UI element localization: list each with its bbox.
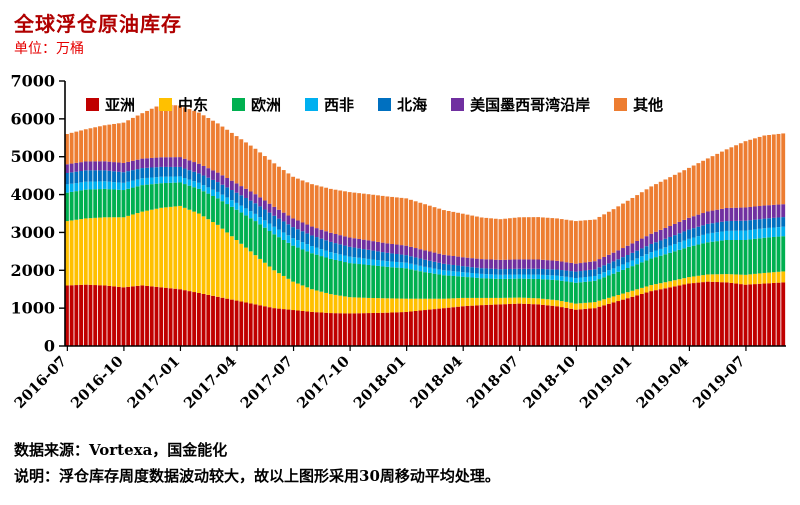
legend-label: 亚洲	[105, 96, 136, 114]
svg-text:2017-04: 2017-04	[181, 353, 240, 412]
legend-label: 西非	[324, 96, 355, 114]
svg-text:2019-07: 2019-07	[690, 353, 749, 412]
processing-note: 说明：浮仓库存周度数据波动较大，故以上图形采用30周移动平均处理。	[14, 466, 500, 485]
svg-text:0: 0	[44, 337, 55, 356]
data-source-note: 数据来源：Vortexa，国金能化	[14, 441, 228, 459]
legend-item: 欧洲	[232, 94, 281, 115]
svg-text:3000: 3000	[10, 223, 55, 242]
svg-text:1000: 1000	[10, 299, 55, 318]
svg-text:2018-04: 2018-04	[407, 353, 466, 412]
svg-text:2018-07: 2018-07	[463, 353, 522, 412]
legend-swatch	[451, 98, 465, 111]
legend-item: 亚洲	[86, 94, 135, 115]
svg-text:2000: 2000	[10, 261, 55, 280]
svg-text:6000: 6000	[10, 109, 55, 128]
unit-label: 单位：万桶	[14, 41, 84, 57]
legend-swatch	[378, 98, 392, 111]
legend-swatch	[614, 98, 628, 111]
legend-label: 北海	[397, 96, 428, 114]
chart-canvas: 0 1000 2000 3000 4000 5000 6000 7000 2016-072016…	[10, 72, 786, 412]
svg-text:2017-07: 2017-07	[237, 353, 296, 412]
legend-item: 北海	[378, 94, 427, 115]
legend-swatch	[232, 98, 246, 111]
svg-text:2017-01: 2017-01	[124, 353, 183, 412]
legend-item: 美国墨西哥湾沿岸	[451, 94, 590, 115]
svg-text:2016-07: 2016-07	[11, 353, 70, 412]
svg-text:2019-04: 2019-04	[633, 353, 692, 412]
svg-text:2018-10: 2018-10	[520, 353, 579, 412]
legend-label: 美国墨西哥湾沿岸	[470, 96, 591, 114]
svg-text:2019-01: 2019-01	[577, 353, 636, 412]
legend-item: 西非	[305, 94, 354, 115]
chart-title: 全球浮仓原油库存	[14, 12, 182, 36]
chart-footnotes: 数据来源：Vortexa，国金能化 说明：浮仓库存周度数据波动较大，故以上图形采…	[14, 438, 500, 489]
legend-item: 其他	[614, 94, 663, 115]
chart-legend: 亚洲 中东 欧洲 西非 北海 美国墨西哥湾沿岸 其他	[86, 94, 663, 115]
legend-swatch	[159, 98, 173, 111]
svg-text:5000: 5000	[10, 147, 55, 166]
legend-label: 其他	[633, 96, 664, 114]
stacked-area-chart: 0 1000 2000 3000 4000 5000 6000 7000 2016-07 2016…	[0, 58, 800, 438]
legend-item: 中东	[159, 94, 208, 115]
svg-text:7000: 7000	[10, 72, 55, 91]
legend-swatch	[86, 98, 99, 111]
svg-text:2016-10: 2016-10	[68, 353, 127, 412]
legend-swatch	[305, 98, 319, 111]
svg-text:4000: 4000	[10, 185, 55, 204]
svg-text:2018-01: 2018-01	[350, 353, 409, 412]
svg-text:2017-10: 2017-10	[294, 353, 353, 412]
legend-label: 欧洲	[251, 96, 282, 114]
legend-label: 中东	[178, 96, 209, 114]
